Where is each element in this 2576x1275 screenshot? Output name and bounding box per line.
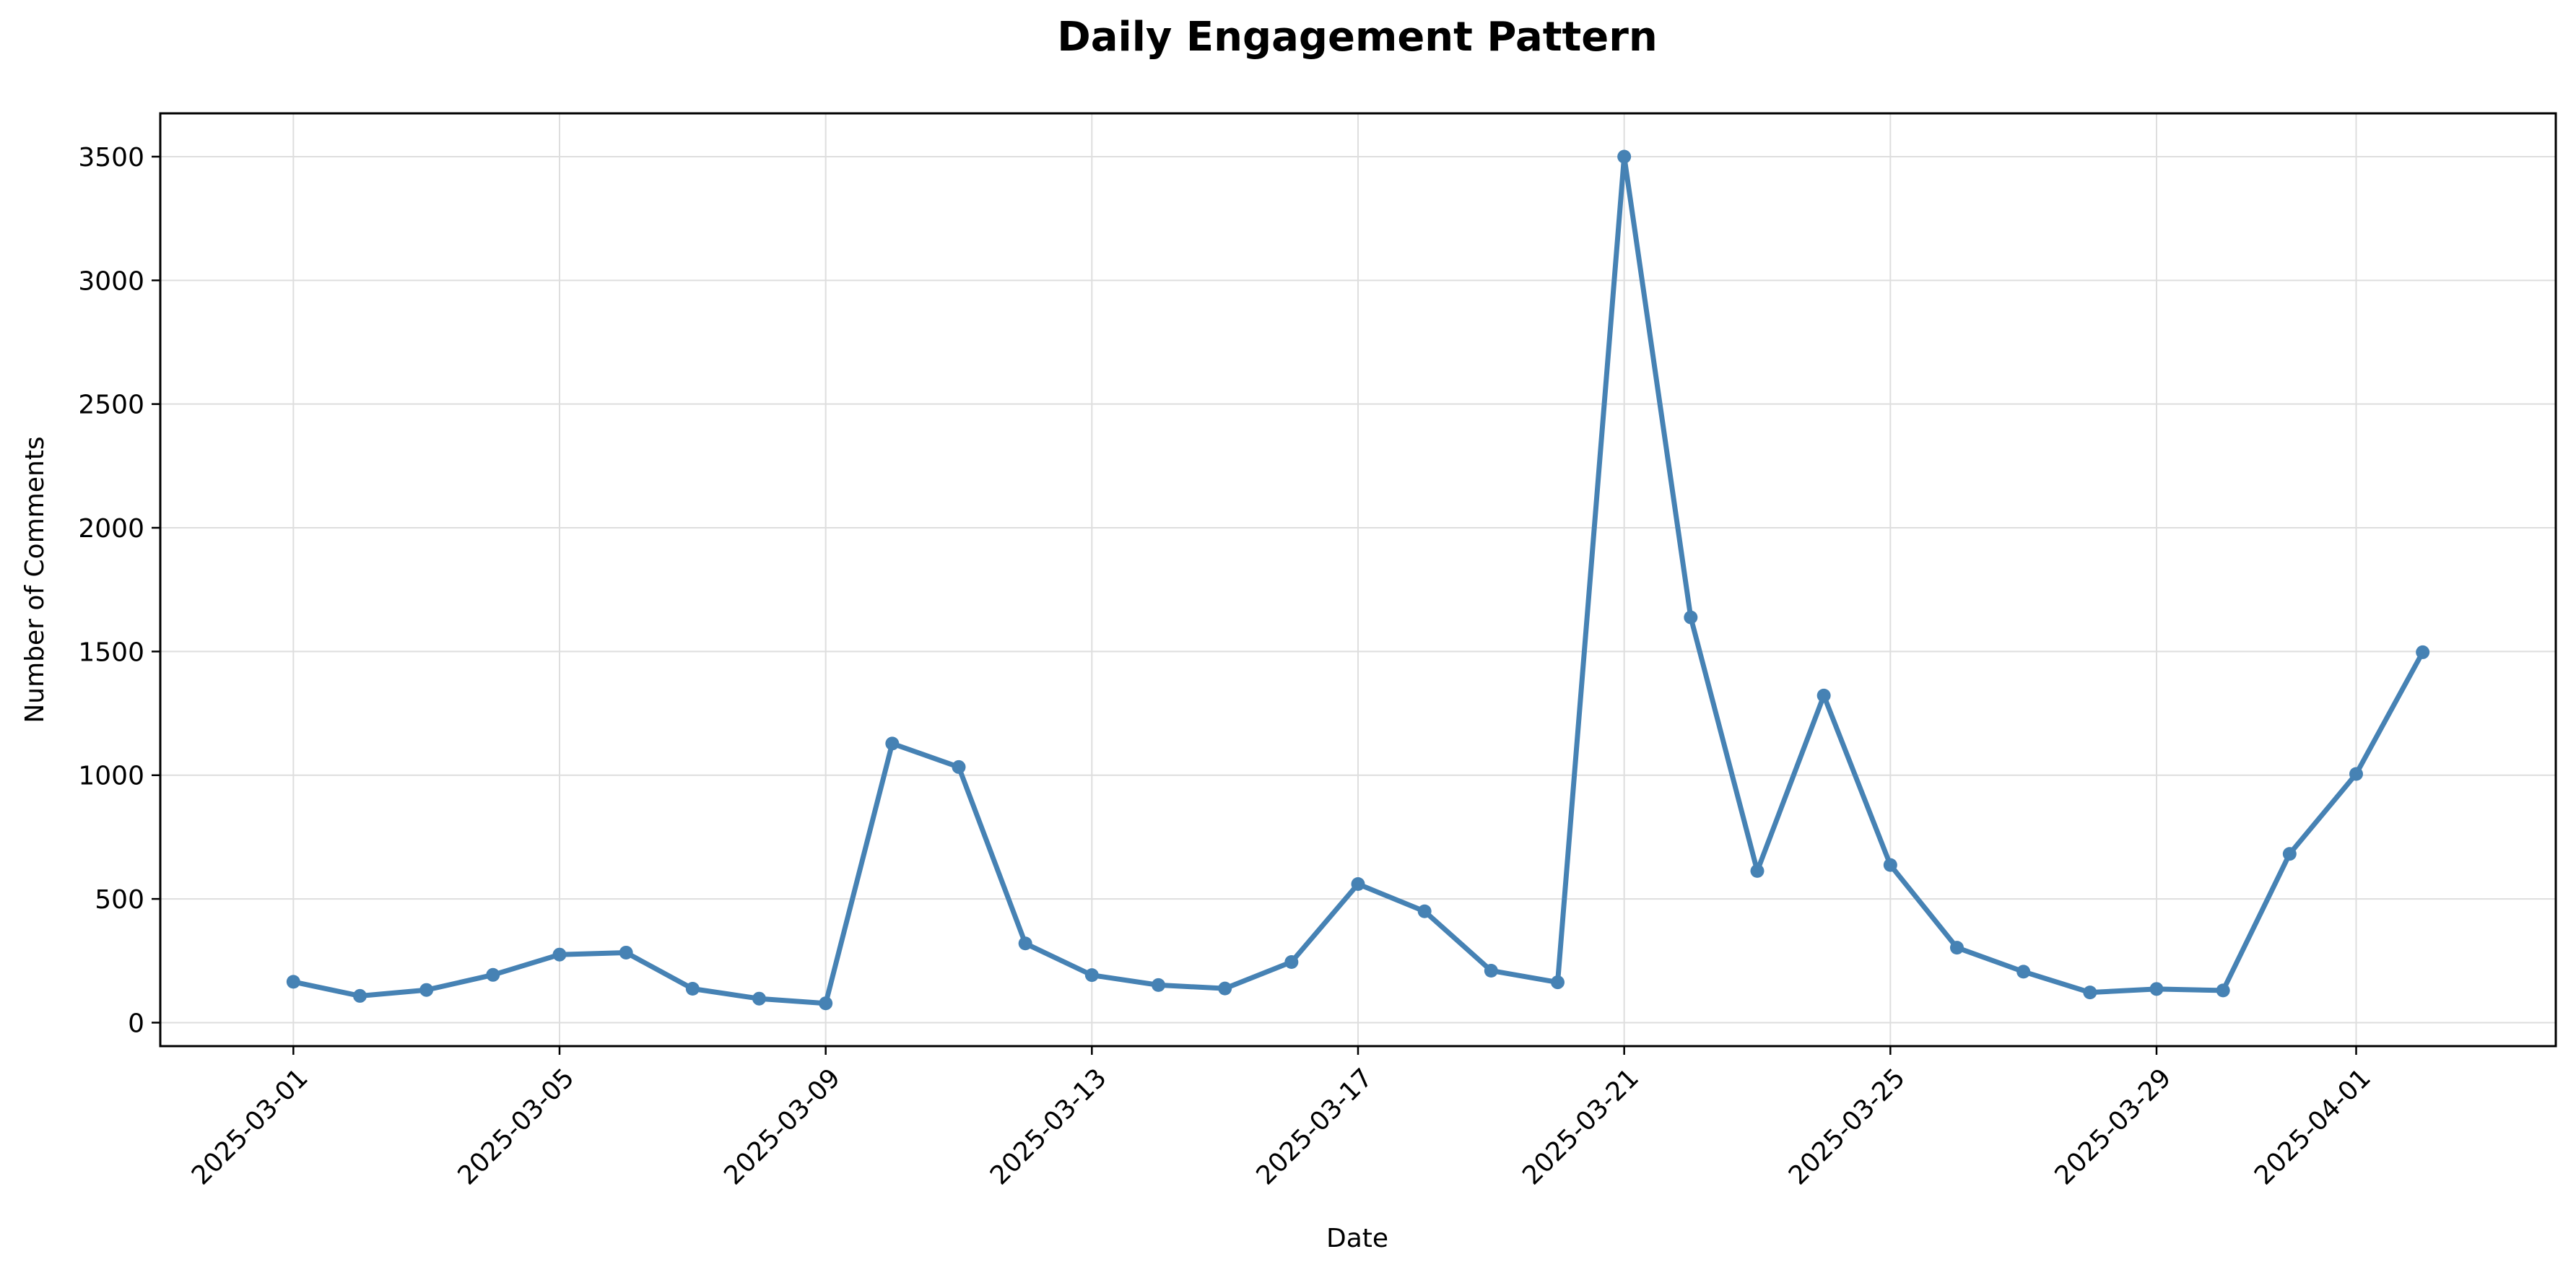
data-point [1684, 610, 1698, 625]
y-tick-label: 2000 [78, 514, 144, 544]
chart-title: Daily Engagement Pattern [1057, 14, 1658, 61]
x-tick-label: 2025-03-13 [985, 1063, 1113, 1191]
data-point [486, 967, 500, 982]
x-tick-label: 2025-03-21 [1517, 1063, 1645, 1191]
data-point [885, 736, 900, 751]
data-point [2149, 982, 2164, 996]
y-tick-label: 3000 [78, 266, 144, 296]
x-tick-label: 2025-04-01 [2249, 1063, 2377, 1191]
data-point [1750, 863, 1765, 878]
data-point [1152, 978, 1165, 992]
data-point [1950, 941, 1964, 955]
data-point [1417, 904, 1432, 918]
x-tick-label: 2025-03-09 [718, 1063, 846, 1191]
y-tick-label: 2500 [78, 391, 144, 420]
data-point [353, 988, 367, 1003]
data-point [1484, 963, 1498, 978]
y-tick-label: 3500 [78, 143, 144, 173]
x-tick-label: 2025-03-01 [186, 1063, 314, 1191]
data-point [2349, 767, 2363, 781]
data-point [286, 975, 300, 989]
y-tick-label: 500 [95, 885, 144, 915]
data-point [1018, 936, 1032, 951]
data-point [2282, 847, 2297, 861]
data-point [1284, 954, 1299, 969]
data-point [419, 983, 434, 997]
x-tick-label: 2025-03-29 [2050, 1063, 2177, 1191]
data-point [619, 945, 633, 959]
data-point [2216, 983, 2230, 998]
x-tick-label: 2025-03-17 [1251, 1063, 1379, 1191]
data-point [2083, 985, 2097, 1000]
y-tick-label: 0 [128, 1009, 144, 1038]
tick-layer: 0 500 1000 1500 2000 2500 3000 3500 2025-03-01 20… [78, 143, 2377, 1191]
data-point [1617, 149, 1632, 164]
grid-layer [160, 113, 2556, 1046]
data-point [1883, 858, 1897, 872]
data-point [685, 981, 700, 996]
data-point [1084, 968, 1099, 983]
y-axis-label: Number of Comments [20, 436, 50, 723]
data-point [819, 996, 833, 1011]
x-tick-label: 2025-03-05 [453, 1063, 580, 1191]
y-tick-label: 1000 [78, 762, 144, 791]
data-point [1218, 981, 1232, 996]
data-point [552, 947, 567, 962]
data-point [1351, 877, 1365, 892]
x-tick-label: 2025-03-25 [1783, 1063, 1911, 1191]
series-layer [286, 149, 2430, 1011]
x-axis-label: Date [1326, 1224, 1388, 1253]
data-point [2016, 965, 2031, 979]
data-point [2416, 645, 2430, 659]
data-point [752, 991, 766, 1006]
y-tick-label: 1500 [78, 638, 144, 667]
data-point [1816, 688, 1831, 702]
data-point [952, 760, 966, 774]
data-point [1551, 975, 1565, 990]
